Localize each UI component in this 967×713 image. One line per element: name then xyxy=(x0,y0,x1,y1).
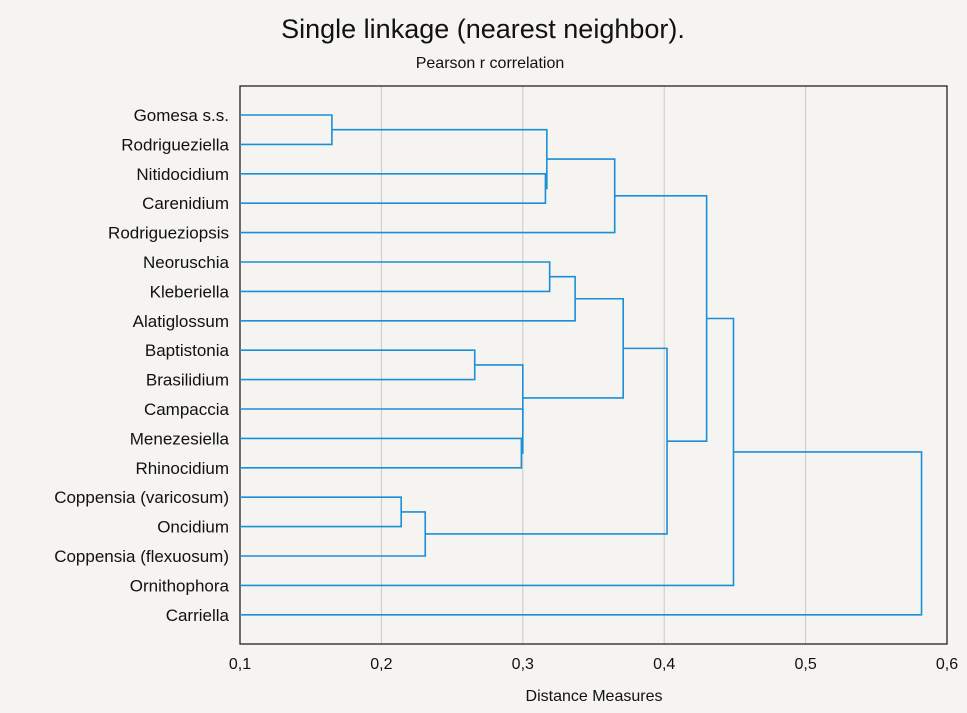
chart-title: Single linkage (nearest neighbor). xyxy=(281,14,685,44)
dendrogram-link xyxy=(474,364,524,432)
leaf-label: Coppensia (flexuosum) xyxy=(54,547,229,566)
grid-lines xyxy=(380,86,807,644)
dendrogram-link xyxy=(240,173,547,204)
leaf-label: Rodrigueziella xyxy=(121,135,229,154)
dendrogram-link xyxy=(240,317,735,587)
leaf-label: Gomesa s.s. xyxy=(134,106,229,125)
dendrogram-links xyxy=(240,114,923,616)
dendrogram-link xyxy=(240,158,616,234)
leaf-label: Rodrigueziopsis xyxy=(108,224,229,243)
dendrogram-link xyxy=(240,114,333,146)
leaf-label: Brasilidium xyxy=(146,371,229,390)
leaf-label: Coppensia (varicosum) xyxy=(54,488,229,507)
x-tick-label: 0,6 xyxy=(936,656,958,673)
dendrogram-link xyxy=(240,349,476,381)
dendrogram-link xyxy=(522,297,624,399)
leaf-label: Alatiglossum xyxy=(133,312,229,331)
x-tick-label: 0,2 xyxy=(370,656,392,673)
leaf-label: Oncidium xyxy=(157,518,229,537)
dendrogram-link xyxy=(331,128,548,190)
leaf-label: Nitidocidium xyxy=(136,165,229,184)
x-tick-label: 0,1 xyxy=(229,656,251,673)
dendrogram-link xyxy=(240,261,551,293)
leaf-label: Campaccia xyxy=(144,400,230,419)
leaf-label: Menezesiella xyxy=(130,429,230,448)
leaf-label: Carriella xyxy=(166,606,230,625)
dendrogram-link xyxy=(240,275,576,322)
chart-subtitle: Pearson r correlation xyxy=(416,55,565,72)
x-tick-label: 0,5 xyxy=(794,656,816,673)
x-axis-ticks: 0,1 0,2 0,3 0,4 0,5 0,6 xyxy=(229,656,958,673)
leaf-label: Baptistonia xyxy=(145,341,230,360)
leaf-label: Rhinocidium xyxy=(135,459,229,478)
dendrogram-link xyxy=(425,347,668,535)
leaf-labels: Gomesa s.s. Rodrigueziella Nitidocidium Car… xyxy=(54,106,229,625)
leaf-label: Carenidium xyxy=(142,194,229,213)
leaf-label: Kleberiella xyxy=(150,282,230,301)
dendrogram-link xyxy=(240,496,402,528)
leaf-label: Ornithophora xyxy=(130,576,230,595)
x-tick-label: 0,4 xyxy=(653,656,675,673)
plot-frame xyxy=(239,85,948,645)
x-axis-label: Distance Measures xyxy=(526,688,663,705)
dendrogram-link xyxy=(240,511,427,557)
dendrogram-link xyxy=(614,195,708,442)
dendrogram-link xyxy=(240,437,523,469)
dendrogram-link xyxy=(240,451,923,616)
leaf-label: Neoruschia xyxy=(143,253,230,272)
x-tick-label: 0,3 xyxy=(512,656,534,673)
